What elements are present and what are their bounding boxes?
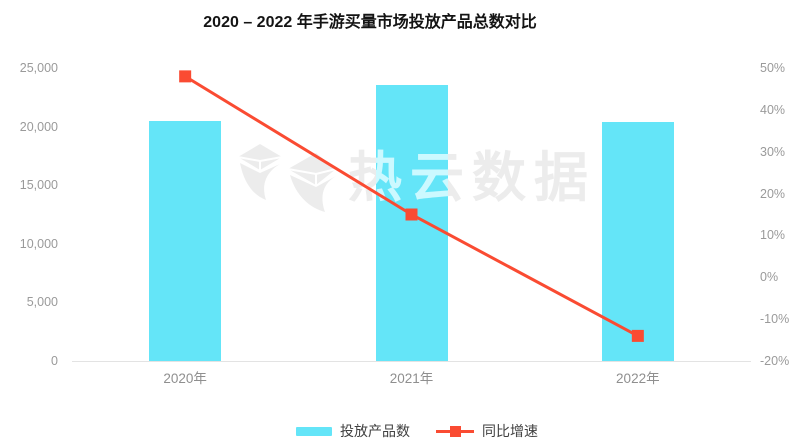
legend-item-bar-series[interactable]: 投放产品数: [296, 421, 410, 441]
plot-area: [72, 68, 751, 362]
bar-2020年[interactable]: [149, 120, 222, 361]
left-axis-tick-label: 20,000: [19, 119, 58, 134]
bar-series-label: 投放产品数: [340, 423, 410, 439]
growth-point-2021年[interactable]: [405, 208, 418, 221]
growth-point-2022年[interactable]: [631, 329, 644, 342]
legend: 投放产品数 同比增速: [296, 421, 538, 441]
line-series-swatch: [436, 425, 474, 437]
line-series-marker-icon: [449, 425, 461, 437]
bar-2022年[interactable]: [601, 122, 674, 361]
right-axis-tick-label: 10%: [760, 228, 786, 243]
right-axis-tick-label: 50%: [760, 61, 786, 75]
right-axis-tick-label: 0%: [760, 270, 779, 285]
left-axis-tick-label: 10,000: [19, 236, 58, 251]
chart-title: 2020 – 2022 年手游买量市场投放产品总数对比: [203, 14, 537, 31]
right-axis-tick-label: -10%: [760, 312, 790, 327]
x-axis-label: 2020年: [163, 371, 207, 386]
bar-series-swatch: [296, 426, 332, 436]
legend-item-line-series[interactable]: 同比增速: [436, 421, 538, 441]
left-axis-tick-label: 25,000: [19, 61, 58, 75]
left-axis-tick-label: 5,000: [26, 295, 58, 310]
x-axis-label: 2022年: [616, 371, 660, 386]
bar-2021年[interactable]: [375, 84, 448, 361]
x-axis-label: 2021年: [389, 371, 434, 386]
growth-point-2020年[interactable]: [179, 70, 192, 83]
right-axis-tick-label: 20%: [760, 186, 786, 201]
right-axis-tick-label: 40%: [760, 102, 786, 117]
right-axis-tick-label: -20%: [760, 354, 790, 368]
left-axis-tick-label: 15,000: [19, 178, 58, 193]
line-series-label: 同比增速: [482, 423, 538, 439]
left-axis-tick-label: 0: [51, 354, 58, 368]
right-axis-tick-label: 30%: [760, 144, 786, 159]
